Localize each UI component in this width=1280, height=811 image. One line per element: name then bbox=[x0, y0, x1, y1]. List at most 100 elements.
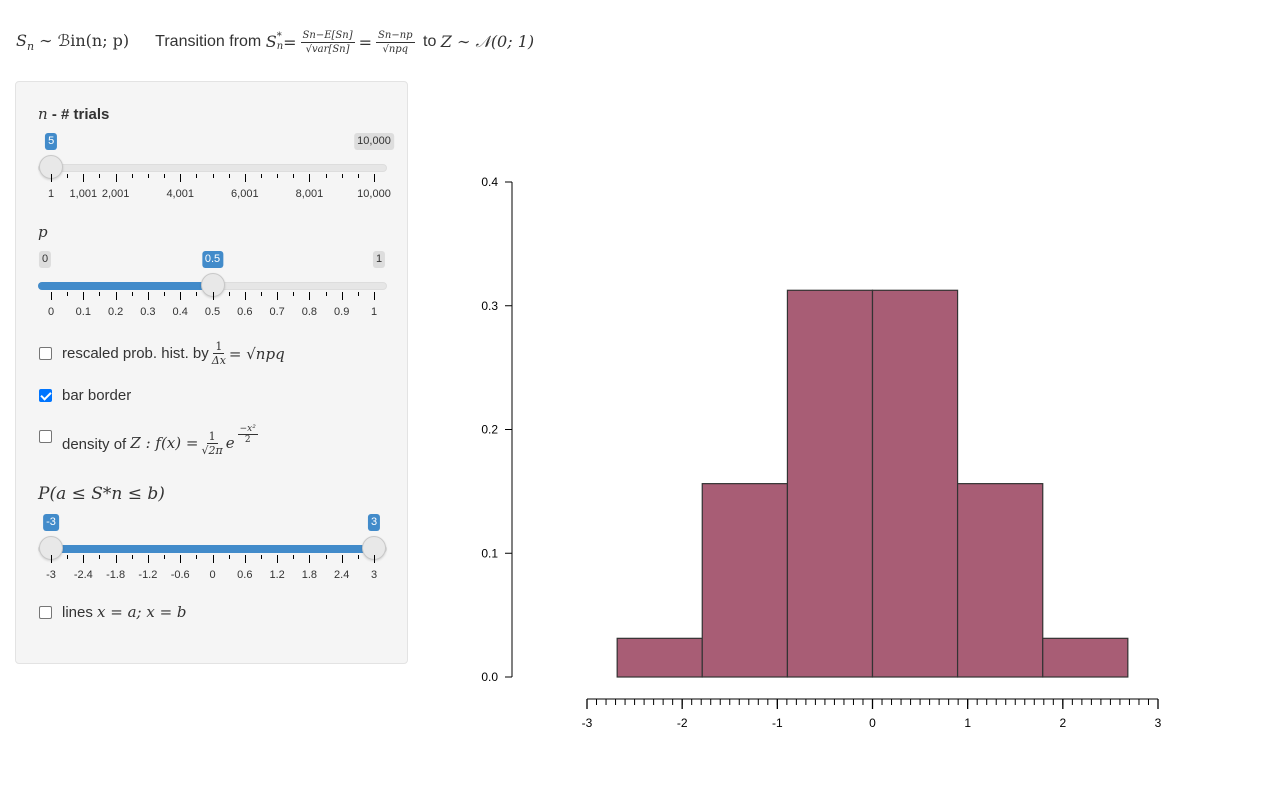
major-tick bbox=[341, 555, 343, 563]
minor-tick bbox=[99, 292, 101, 296]
major-tick bbox=[51, 555, 52, 563]
major-tick bbox=[180, 555, 182, 563]
tick-label: -1.8 bbox=[106, 569, 126, 581]
major-tick bbox=[83, 292, 85, 300]
minor-tick bbox=[147, 174, 149, 178]
minor-tick bbox=[99, 555, 101, 559]
slider-max-badge: 1 bbox=[372, 251, 386, 268]
histogram-bar bbox=[956, 483, 1044, 678]
minor-tick bbox=[293, 174, 295, 178]
n-trials-label: n - # trials bbox=[38, 105, 110, 123]
density-checkbox[interactable] bbox=[39, 430, 52, 443]
major-tick bbox=[180, 292, 182, 300]
histogram-bar bbox=[1042, 637, 1129, 678]
slider-track[interactable] bbox=[38, 164, 387, 172]
to-label: to bbox=[423, 33, 437, 50]
prob-range-slider[interactable]: -3 3 -3 -2.4 -1.8 -1.2 -0.6 0 0.6 1.2 1.8 2.4 3 bbox=[38, 493, 387, 581]
major-tick bbox=[277, 292, 279, 300]
tick-label: 0.6 bbox=[237, 569, 253, 581]
major-tick bbox=[83, 555, 85, 563]
major-tick bbox=[83, 174, 85, 182]
major-tick bbox=[147, 555, 149, 563]
tick-label: 1.2 bbox=[269, 569, 285, 581]
minor-tick bbox=[131, 555, 133, 559]
minor-tick bbox=[164, 555, 166, 559]
minor-tick bbox=[260, 174, 262, 178]
tick-label: 1 bbox=[47, 188, 55, 200]
major-tick bbox=[309, 174, 311, 182]
major-tick bbox=[374, 174, 375, 182]
major-tick bbox=[341, 292, 343, 300]
tick-label: -1.2 bbox=[138, 569, 158, 581]
lines-label: lines bbox=[62, 603, 93, 621]
tick-label: -2.4 bbox=[73, 569, 93, 581]
tick-label: 6,001 bbox=[231, 188, 259, 200]
minor-tick bbox=[357, 555, 359, 559]
minor-tick bbox=[67, 174, 69, 178]
major-tick bbox=[374, 292, 375, 300]
y-tick-label: 0.3 bbox=[481, 299, 498, 313]
normal-target: Z ∼ 𝒩(0; 1) bbox=[440, 32, 535, 51]
lines-option[interactable]: lines x = a; x = b bbox=[39, 603, 187, 621]
tick-label: 0.7 bbox=[269, 306, 285, 318]
tick-label: 1.8 bbox=[301, 569, 318, 581]
np-fraction: Sn−np √npq bbox=[376, 29, 415, 55]
slider-fill bbox=[38, 282, 213, 290]
tick-label: 3 bbox=[370, 569, 378, 581]
tick-label: 4,001 bbox=[166, 188, 194, 200]
lines-checkbox[interactable] bbox=[39, 605, 52, 619]
minor-tick bbox=[357, 292, 359, 296]
major-tick bbox=[180, 174, 182, 182]
slider-ticks bbox=[38, 555, 387, 569]
x-tick-label: -3 bbox=[582, 716, 593, 730]
minor-tick bbox=[260, 555, 262, 559]
density-fraction: 1 √2π bbox=[201, 430, 223, 457]
minor-tick bbox=[357, 174, 359, 178]
density-label: density of bbox=[62, 436, 127, 453]
major-tick bbox=[51, 292, 52, 300]
p-slider[interactable]: 0 1 0.5 0 0.1 0.2 0.3 0.4 0.5 0.6 0.7 0.8 0.9 1 bbox=[38, 230, 387, 318]
slider-max-badge: 10,000 bbox=[354, 133, 394, 150]
transition-label: Transition from bbox=[155, 33, 262, 50]
minor-tick bbox=[293, 292, 295, 296]
minor-tick bbox=[277, 174, 279, 178]
minor-tick bbox=[228, 174, 230, 178]
major-tick bbox=[115, 555, 117, 563]
minor-tick bbox=[196, 555, 198, 559]
bar-border-option[interactable]: bar border bbox=[39, 387, 131, 404]
minor-tick bbox=[67, 555, 69, 559]
major-tick bbox=[115, 174, 117, 182]
tick-label: 0 bbox=[47, 306, 55, 318]
n-trials-slider[interactable]: 10,000 5 1 1,001 2,001 4,001 6,001 8,001 10,00… bbox=[38, 112, 394, 200]
histogram-bar bbox=[871, 289, 959, 678]
histogram-bar bbox=[616, 637, 703, 678]
tick-label: 0.6 bbox=[237, 306, 253, 318]
histogram-plot: 0.0 0.1 0.2 0.3 0.4 -3 -2 -1 0 1 2 3 bbox=[481, 175, 1161, 730]
bar-border-checkbox[interactable] bbox=[39, 389, 52, 402]
tick-label: -0.6 bbox=[170, 569, 190, 581]
controls-panel: n - # trials 10,000 5 1 1,001 2,001 4,001 6,… bbox=[15, 81, 408, 664]
x-tick-label: -2 bbox=[677, 716, 688, 730]
minor-tick bbox=[99, 174, 101, 178]
tick-label: 1,001 bbox=[69, 188, 98, 200]
tick-label: 0.4 bbox=[172, 306, 188, 318]
rescaled-option[interactable]: rescaled prob. hist. by 1 Δx = √npq bbox=[39, 340, 285, 367]
slider-fill bbox=[51, 545, 374, 553]
minor-tick bbox=[67, 292, 69, 296]
minor-tick bbox=[293, 555, 295, 559]
minor-tick bbox=[228, 555, 230, 559]
standardization-fraction: Sn−E[Sn] √var[Sn] bbox=[300, 29, 355, 55]
minor-tick bbox=[131, 174, 133, 178]
tick-label: 0 bbox=[209, 569, 216, 581]
rescaled-checkbox[interactable] bbox=[39, 347, 52, 360]
formula-header: Sn ∼ ℬin(n; p) Transition from S * n = Sn−… bbox=[16, 29, 535, 55]
major-tick bbox=[212, 292, 214, 300]
major-tick bbox=[147, 292, 149, 300]
tick-label: 2,001 bbox=[101, 188, 130, 200]
minor-tick bbox=[212, 174, 214, 178]
density-option[interactable]: density of Z : f(x) = 1 √2π e −x² 2 bbox=[39, 424, 261, 457]
major-tick bbox=[115, 292, 117, 300]
x-tick-label: -1 bbox=[772, 716, 783, 730]
minor-tick bbox=[325, 174, 327, 178]
major-tick bbox=[277, 555, 279, 563]
